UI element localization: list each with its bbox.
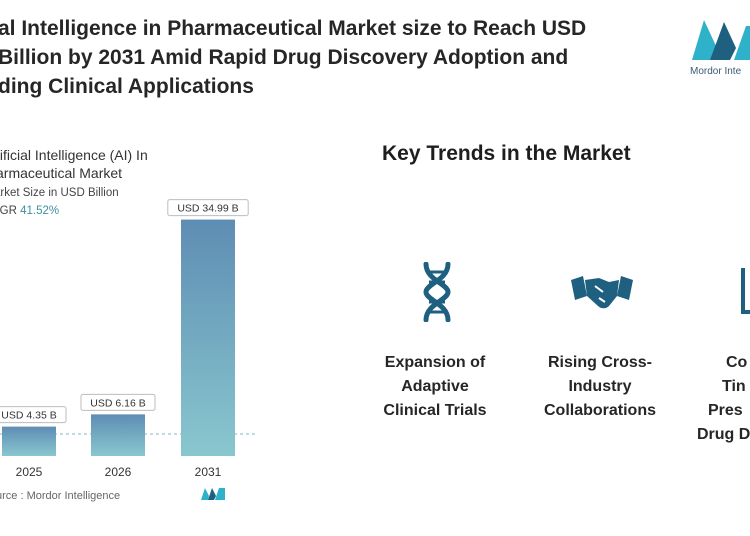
data-label: USD 4.35 B: [1, 410, 56, 422]
chart-subtitle: arket Size in USD Billion: [0, 187, 119, 199]
headline-line: al Intelligence in Pharmaceutical Market…: [0, 17, 587, 40]
data-label-box: [80, 393, 156, 411]
trend-label: Expansion of Adaptive Clinical Trials: [372, 351, 498, 423]
data-label: USD 34.99 B: [177, 203, 238, 215]
handshake-icon: [571, 276, 633, 309]
trend-label-line: Rising Cross-: [547, 354, 652, 371]
data-label-box: [167, 199, 249, 217]
cagr-label: AGR: [0, 205, 17, 217]
bar-2026: [91, 414, 145, 456]
trend-label-line: Co: [726, 354, 748, 371]
document-chart-icon: [741, 268, 750, 314]
mordor-logo: Mordor Inte: [690, 16, 750, 86]
chart-title-line: armaceutical Market: [0, 165, 123, 181]
source-note: urce : Mordor Intelligence: [0, 490, 121, 502]
trend-label-line: Clinical Trials: [383, 402, 487, 419]
headline-line: ding Clinical Applications: [0, 75, 254, 98]
x-tick-label: 2025: [16, 465, 43, 479]
mordor-logo-icon: [692, 20, 750, 60]
cagr: AGR 41.52%: [0, 205, 59, 217]
cagr-value: 41.52%: [20, 205, 60, 217]
chart-title: tificial Intelligence (AI) In armaceutic…: [0, 146, 148, 182]
trend-label-line: Drug D: [697, 426, 750, 443]
x-tick-label: 2026: [105, 465, 132, 479]
chart-title-line: tificial Intelligence (AI) In: [0, 147, 148, 163]
trend-label-line: Pres: [708, 402, 743, 419]
x-tick-label: 2031: [195, 465, 222, 479]
trend-label: Rising Cross- Industry Collaborations: [530, 351, 670, 423]
logo-text: Mordor Inte: [690, 66, 742, 77]
headline-line: Billion by 2031 Amid Rapid Drug Discover…: [0, 46, 569, 69]
trend-label-line: Industry: [568, 378, 632, 395]
data-label: USD 6.16 B: [90, 397, 145, 409]
mordor-mini-logo-icon: [201, 488, 225, 500]
trend-item-adaptive-trials: Expansion of Adaptive Clinical Trials: [372, 351, 498, 423]
trends-title: Key Trends in the Market: [382, 142, 631, 165]
trend-label-line: Expansion of: [384, 354, 486, 371]
bar-chart: USD 4.35 B 2025 USD 6.16 B 2026 USD 34.99 B 2…: [0, 199, 256, 479]
trend-label-line: Adaptive: [401, 378, 469, 395]
dna-icon: [423, 262, 451, 322]
data-label-box: [0, 406, 67, 424]
bar-2031: [181, 219, 235, 456]
bar-2025: [2, 426, 56, 456]
trend-label-line: Tin: [722, 378, 746, 395]
trend-label: Co Tin Pres Drug D: [694, 351, 750, 447]
headline: al Intelligence in Pharmaceutical Market…: [0, 14, 678, 101]
trend-label-line: Collaborations: [543, 402, 656, 419]
trend-item-partial: Co Tin Pres Drug D: [694, 351, 750, 447]
trend-item-cross-industry: Rising Cross- Industry Collaborations: [530, 351, 670, 423]
